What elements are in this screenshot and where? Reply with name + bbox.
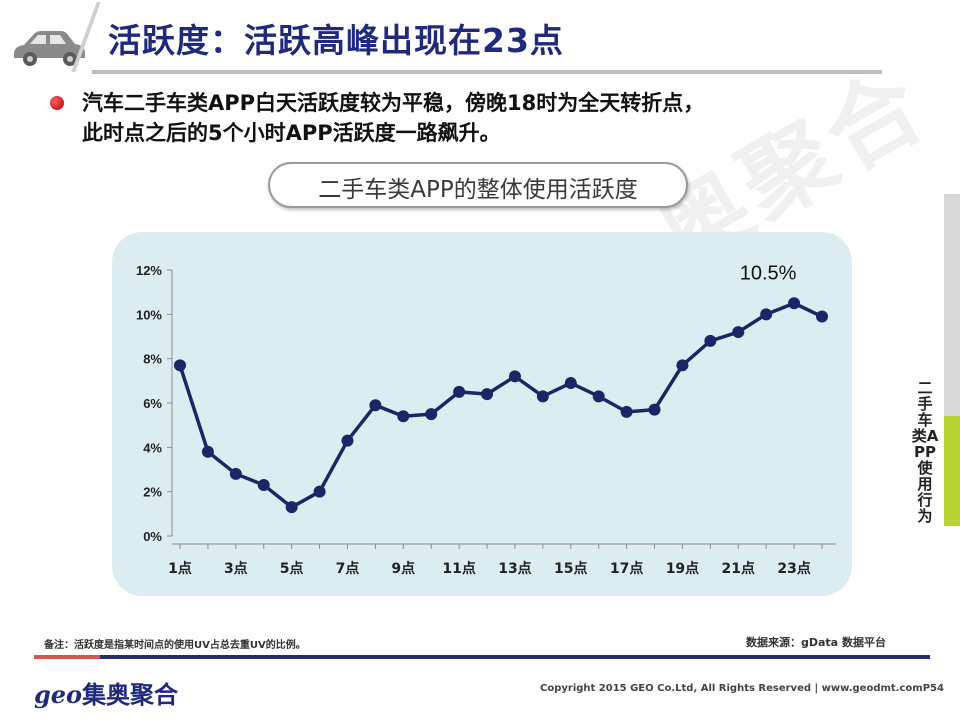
data-point <box>816 310 828 323</box>
data-point <box>341 434 354 447</box>
x-tick-label: 11点 <box>442 560 475 577</box>
y-tick-label: 2% <box>143 485 162 500</box>
x-tick-label: 23点 <box>777 560 810 577</box>
data-point <box>732 326 745 339</box>
x-tick-label: 13点 <box>498 560 531 577</box>
copyright: Copyright 2015 GEO Co.Ltd, All Rights Re… <box>540 683 944 694</box>
footer-rule-navy <box>100 655 930 659</box>
side-tab-green <box>944 416 960 526</box>
line-chart: 0%2%4%6%8%10%12% 1点 3点 5点 7点 9点 11点 13点 15点 17点 1… <box>136 262 836 577</box>
footnote: 备注：活跃度是指某时间点的使用UV占总去重UV的比例。 <box>44 640 306 651</box>
x-axis: 1点 3点 5点 7点 9点 11点 13点 15点 17点 19点 21点 23点 <box>168 543 836 577</box>
data-point <box>425 408 438 421</box>
x-tick-label: 1点 <box>168 560 192 577</box>
chart-panel <box>112 232 852 596</box>
header: 活跃度：活跃高峰出现在23点 <box>0 0 960 80</box>
data-point <box>369 399 382 412</box>
series-group <box>174 297 828 514</box>
data-point <box>536 390 549 403</box>
y-tick-label: 10% <box>136 307 162 322</box>
data-point <box>174 359 186 372</box>
header-rule <box>92 70 882 74</box>
data-point <box>201 445 214 458</box>
data-point <box>397 410 410 423</box>
y-tick-label: 0% <box>143 529 162 544</box>
x-tick-label: 17点 <box>610 560 643 577</box>
copyright-text: Copyright 2015 GEO Co.Ltd, All Rights Re… <box>540 683 923 694</box>
peak-annotation: 10.5% <box>740 262 797 284</box>
y-tick-label: 8% <box>143 352 162 367</box>
side-tab-grey <box>944 194 960 416</box>
page-title: 活跃度：活跃高峰出现在23点 <box>108 21 564 60</box>
chart-title: 二手车类APP的整体使用活跃度 <box>318 177 638 203</box>
logo-latin: geo <box>34 680 83 709</box>
bullet-line-2: 此时点之后的5个小时APP活跃度一路飙升。 <box>82 121 501 145</box>
bullet-text: 汽车二手车类APP白天活跃度较为平稳，傍晚18时为全天转折点， 此时点之后的5个… <box>82 88 882 148</box>
y-tick-label: 12% <box>136 263 162 278</box>
logo: geo集奥聚合 <box>34 675 178 710</box>
x-tick-label: 3点 <box>224 560 248 577</box>
chart-title-box: 二手车类APP的整体使用活跃度 <box>268 162 688 208</box>
page-number: P54 <box>922 683 944 694</box>
x-tick-label: 19点 <box>666 560 699 577</box>
data-point <box>620 405 633 418</box>
x-tick-label: 5点 <box>280 560 304 577</box>
data-point <box>229 467 242 480</box>
y-tick-label: 6% <box>143 396 162 411</box>
x-tick-label: 15点 <box>554 560 587 577</box>
data-point <box>508 370 521 383</box>
car-icon <box>14 31 85 66</box>
footer-rule-red <box>34 655 100 659</box>
x-tick-label: 9点 <box>391 560 415 577</box>
y-axis: 0% 2% 4% 6% 8% 10% 12% <box>136 263 173 544</box>
data-point <box>285 501 298 514</box>
data-point <box>760 308 773 321</box>
data-point <box>257 479 270 492</box>
data-point <box>481 388 494 401</box>
x-tick-label: 21点 <box>722 560 755 577</box>
series-line <box>178 301 823 509</box>
data-point <box>564 377 577 390</box>
logo-cjk: 集奥聚合 <box>82 681 179 709</box>
data-point <box>313 485 326 498</box>
bullet-line-1: 汽车二手车类APP白天活跃度较为平稳，傍晚18时为全天转折点， <box>82 91 705 115</box>
x-tick-label: 7点 <box>336 560 360 577</box>
data-point <box>648 403 661 416</box>
data-source: 数据来源：gData 数据平台 <box>746 636 886 649</box>
bullet-dot-icon <box>50 96 64 110</box>
data-point <box>788 297 801 310</box>
y-tick-label: 4% <box>143 440 162 455</box>
data-point <box>704 334 717 347</box>
side-label: 二手车类APP使用行为 <box>911 379 939 525</box>
data-point <box>592 390 605 403</box>
data-point <box>676 359 689 372</box>
annotation-group: 10.5% <box>740 262 797 284</box>
data-point <box>453 385 466 398</box>
